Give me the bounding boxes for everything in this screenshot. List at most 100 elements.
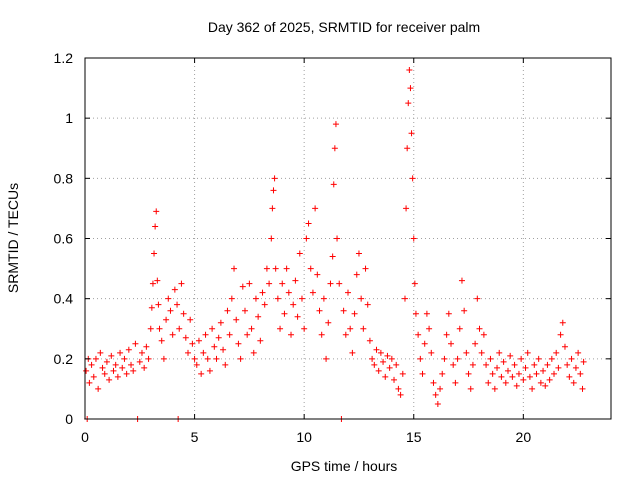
y-tick-label: 0 (65, 411, 73, 427)
data-point (355, 250, 362, 257)
data-point (152, 223, 159, 230)
data-point (533, 370, 540, 377)
data-point (99, 364, 106, 371)
data-point (472, 340, 479, 347)
data-point (198, 370, 205, 377)
data-point (489, 370, 496, 377)
data-point (189, 340, 196, 347)
data-point (507, 352, 514, 359)
data-point (561, 343, 568, 350)
data-point (187, 316, 194, 323)
data-point (182, 334, 189, 341)
data-point (156, 325, 163, 332)
data-point (437, 385, 444, 392)
data-point (274, 295, 281, 302)
data-point (377, 349, 384, 356)
data-point (419, 370, 426, 377)
data-point (235, 340, 242, 347)
data-point (307, 265, 314, 272)
data-point (112, 361, 119, 368)
chart-title: Day 362 of 2025, SRMTID for receiver pal… (208, 19, 480, 35)
data-point (178, 280, 185, 287)
data-point (257, 337, 264, 344)
data-point (130, 367, 137, 374)
data-point (443, 331, 450, 338)
data-point (261, 301, 268, 308)
data-point (106, 376, 113, 383)
data-point (180, 310, 187, 317)
data-point (548, 355, 555, 362)
data-point (309, 289, 316, 296)
data-point (263, 265, 270, 272)
data-point (255, 313, 262, 320)
data-point (406, 67, 413, 74)
data-point (325, 319, 332, 326)
data-point (176, 325, 183, 332)
data-point (496, 349, 503, 356)
data-point (386, 364, 393, 371)
data-point (174, 301, 181, 308)
data-point (366, 337, 373, 344)
data-point (559, 319, 566, 326)
data-point (553, 349, 560, 356)
data-point (358, 295, 365, 302)
x-tick-label: 0 (81, 429, 89, 445)
data-point (445, 310, 452, 317)
data-point (579, 385, 586, 392)
data-point (193, 361, 200, 368)
data-point (119, 364, 126, 371)
data-point (121, 355, 128, 362)
data-point (158, 337, 165, 344)
data-point (347, 325, 354, 332)
y-tick-label: 1 (65, 110, 73, 126)
data-point (202, 331, 209, 338)
data-point (469, 361, 476, 368)
data-point (143, 343, 150, 350)
data-point (200, 349, 207, 356)
data-point (395, 385, 402, 392)
data-point (244, 331, 251, 338)
data-point (167, 307, 174, 314)
data-point (500, 358, 507, 365)
data-point (531, 361, 538, 368)
data-point (572, 364, 579, 371)
data-point (407, 85, 414, 92)
data-point (195, 337, 202, 344)
data-point (123, 370, 130, 377)
data-point (426, 325, 433, 332)
data-point (92, 355, 99, 362)
data-point (369, 355, 376, 362)
data-point (412, 310, 419, 317)
data-point (220, 346, 227, 353)
data-point (332, 121, 339, 128)
data-point (213, 355, 220, 362)
data-point (169, 331, 176, 338)
data-point (555, 364, 562, 371)
data-point (423, 310, 430, 317)
data-point (165, 295, 172, 302)
data-point (222, 361, 229, 368)
data-point (405, 100, 412, 107)
y-tick-label: 0.2 (54, 351, 74, 367)
data-point (233, 316, 240, 323)
data-point (564, 361, 571, 368)
data-point (185, 349, 192, 356)
data-point (401, 295, 408, 302)
data-point (316, 307, 323, 314)
data-point (450, 361, 457, 368)
data-point (580, 358, 587, 365)
data-point (147, 325, 154, 332)
data-point (577, 370, 584, 377)
data-point (252, 295, 259, 302)
data-point (522, 364, 529, 371)
data-point (226, 331, 233, 338)
data-point (272, 265, 279, 272)
x-tick-label: 15 (406, 429, 422, 445)
data-point (268, 235, 275, 242)
data-point (246, 280, 253, 287)
data-point (259, 289, 266, 296)
data-point (456, 325, 463, 332)
data-point (250, 349, 257, 356)
data-point (524, 349, 531, 356)
data-point (480, 331, 487, 338)
